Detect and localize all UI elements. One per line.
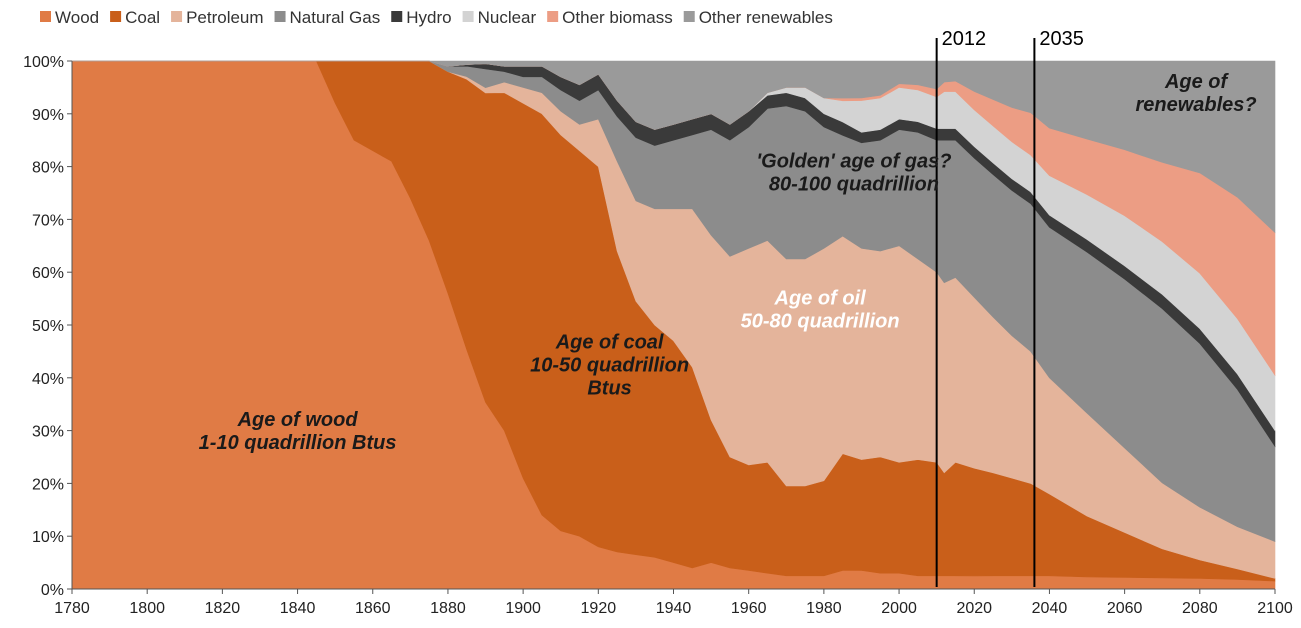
x-tick-label: 1820 <box>205 600 241 617</box>
annotations: Age of wood 1-10 quadrillion Btus Age of c… <box>199 71 1257 454</box>
y-tick-label: 20% <box>32 476 64 493</box>
legend-swatch <box>274 11 286 22</box>
legend-item-petroleum: Petroleum <box>171 8 264 27</box>
tick-labels: 0% 10% 20% 30% 40% 50% 60% 70% 80% 90% 100% 1780 180… <box>23 54 1293 617</box>
y-tick-label: 60% <box>32 265 64 282</box>
annotation-golden-age-of-gas: 'Golden' age of gas? 80-100 quadrillion <box>756 150 951 195</box>
annotation-age-of-coal: Age of coal 10-50 quadrillion Btus <box>530 332 689 400</box>
y-tick-label: 40% <box>32 371 64 388</box>
legend-label: Other renewables <box>699 8 833 27</box>
legend-label: Hydro <box>406 8 451 27</box>
legend-swatch <box>110 11 122 22</box>
legend-item-hydro: Hydro <box>391 8 452 27</box>
y-tick-label: 90% <box>32 107 64 124</box>
x-tick-label: 2020 <box>956 600 992 617</box>
x-tick-label: 1880 <box>430 600 466 617</box>
legend-label: Nuclear <box>478 8 537 27</box>
x-tick-label: 1840 <box>280 600 316 617</box>
y-tick-label: 30% <box>32 424 64 441</box>
x-tick-label: 1800 <box>129 600 165 617</box>
y-tick-label: 100% <box>23 54 64 71</box>
reference-label-2012: 2012 <box>942 28 987 50</box>
x-tick-label: 2040 <box>1032 600 1068 617</box>
legend-item-nuclear: Nuclear <box>462 8 537 27</box>
annotation-age-of-oil: Age of oil 50-80 quadrillion <box>741 288 900 333</box>
y-tick-label: 80% <box>32 160 64 177</box>
legend: Wood Coal Petroleum Natural Gas Hydro Nuclear… <box>40 8 833 27</box>
annotation-age-of-wood: Age of wood 1-10 quadrillion Btus <box>199 409 397 454</box>
legend-label: Other biomass <box>562 8 673 27</box>
x-tick-label: 1900 <box>505 600 541 617</box>
x-tick-label: 2000 <box>881 600 917 617</box>
legend-swatch <box>391 11 403 22</box>
legend-item-natural-gas: Natural Gas <box>274 8 381 27</box>
legend-swatch <box>462 11 474 22</box>
y-tick-label: 0% <box>41 582 64 599</box>
legend-swatch <box>171 11 183 22</box>
legend-item-wood: Wood <box>40 8 99 27</box>
y-tick-label: 70% <box>32 212 64 229</box>
y-tick-label: 10% <box>32 529 64 546</box>
x-tick-label: 2060 <box>1107 600 1143 617</box>
stacked-areas <box>71 60 1276 590</box>
legend-swatch <box>40 11 51 22</box>
legend-item-other-biomass: Other biomass <box>547 8 673 27</box>
x-tick-label: 1940 <box>656 600 692 617</box>
area-other-renewables <box>72 60 1276 234</box>
x-tick-label: 1860 <box>355 600 391 617</box>
legend-item-other-renewables: Other renewables <box>683 8 833 27</box>
x-tick-label: 2080 <box>1182 600 1218 617</box>
legend-item-coal: Coal <box>110 8 160 27</box>
x-tick-label: 1980 <box>806 600 842 617</box>
annotation-age-of: Age of renewables? <box>1135 71 1256 116</box>
y-tick-label: 50% <box>32 318 64 335</box>
reference-label-2035: 2035 <box>1039 28 1084 50</box>
x-tick-label: 2100 <box>1257 600 1293 617</box>
reference-lines: 2012 2035 <box>935 28 1084 587</box>
legend-swatch <box>547 11 559 22</box>
x-tick-label: 1920 <box>581 600 617 617</box>
legend-label: Coal <box>125 8 160 27</box>
legend-swatch <box>683 11 695 22</box>
legend-label: Natural Gas <box>290 8 381 27</box>
x-tick-label: 1960 <box>731 600 767 617</box>
legend-label: Petroleum <box>186 8 263 27</box>
legend-label: Wood <box>55 8 99 27</box>
x-tick-label: 1780 <box>54 600 90 617</box>
